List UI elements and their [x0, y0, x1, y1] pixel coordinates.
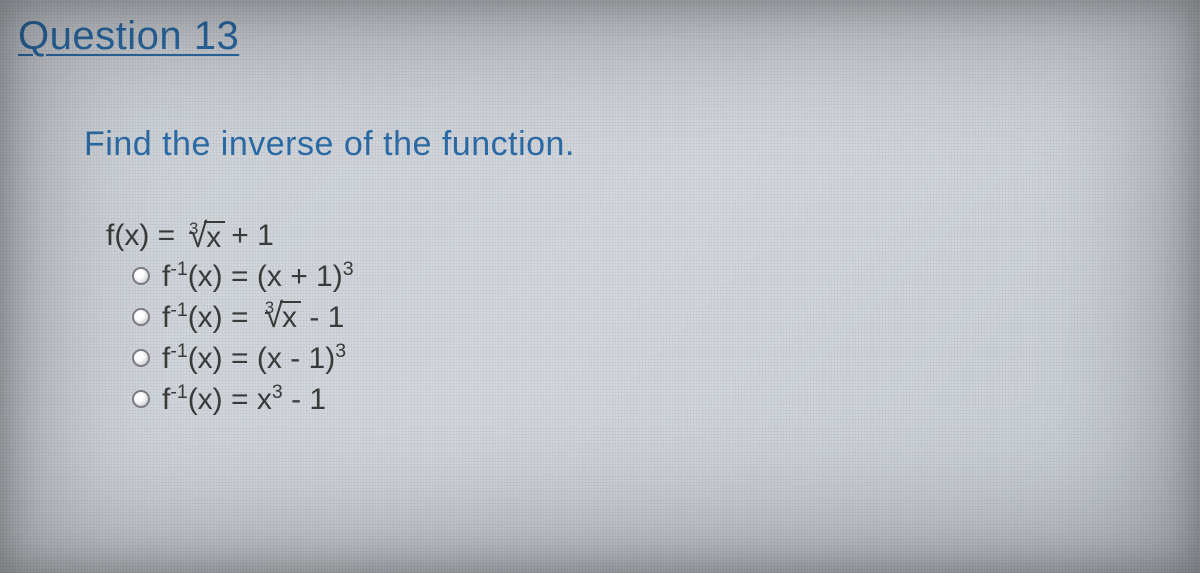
- expr-tail: - 1: [309, 301, 344, 334]
- question-prompt: Find the inverse of the function.: [84, 125, 575, 164]
- fx-suffix: (x) =: [188, 260, 249, 293]
- equation-block: f(x) = 3 √ x + 1 f-1(x) = (x + 1)3 f-1(x…: [106, 218, 354, 421]
- inverse-exp: -1: [170, 258, 187, 280]
- expr-before: (x - 1): [257, 342, 335, 375]
- cube-root: 3 √ x: [181, 218, 225, 253]
- cube-root: 3 √ x: [257, 298, 301, 333]
- option-c-expr: f-1(x) = (x - 1)3: [162, 339, 346, 378]
- expr-exp: 3: [272, 381, 283, 403]
- expr-exp: 3: [335, 340, 346, 362]
- radio-c[interactable]: [132, 349, 150, 367]
- radicand: x: [280, 301, 301, 333]
- given-lhs: f(x) =: [106, 219, 175, 252]
- option-a[interactable]: f-1(x) = (x + 1)3: [132, 257, 354, 296]
- fx-suffix: (x) =: [188, 383, 249, 416]
- given-tail: + 1: [231, 219, 274, 252]
- expr-exp: 3: [343, 258, 354, 280]
- expr-before: x: [257, 383, 272, 416]
- fx-suffix: (x) =: [188, 301, 249, 334]
- fx-suffix: (x) =: [188, 342, 249, 375]
- given-function: f(x) = 3 √ x + 1: [106, 218, 354, 253]
- radio-d[interactable]: [132, 390, 150, 408]
- inverse-exp: -1: [170, 381, 187, 403]
- inverse-exp: -1: [170, 340, 187, 362]
- question-number-title: Question 13: [18, 14, 239, 59]
- option-d[interactable]: f-1(x) = x3 - 1: [132, 380, 354, 419]
- option-d-expr: f-1(x) = x3 - 1: [162, 380, 326, 419]
- radicand: x: [204, 221, 225, 253]
- option-b-expr: f-1(x) = 3 √ x - 1: [162, 298, 344, 337]
- option-b[interactable]: f-1(x) = 3 √ x - 1: [132, 298, 354, 337]
- expr-after: - 1: [283, 383, 326, 416]
- option-a-expr: f-1(x) = (x + 1)3: [162, 257, 354, 296]
- answer-options: f-1(x) = (x + 1)3 f-1(x) = 3 √ x - 1 f-1…: [106, 257, 354, 419]
- inverse-exp: -1: [170, 299, 187, 321]
- radio-a[interactable]: [132, 267, 150, 285]
- radio-b[interactable]: [132, 308, 150, 326]
- radical-icon: √: [188, 219, 207, 254]
- option-c[interactable]: f-1(x) = (x - 1)3: [132, 339, 354, 378]
- expr-before: (x + 1): [257, 260, 343, 293]
- radical-icon: √: [264, 299, 283, 334]
